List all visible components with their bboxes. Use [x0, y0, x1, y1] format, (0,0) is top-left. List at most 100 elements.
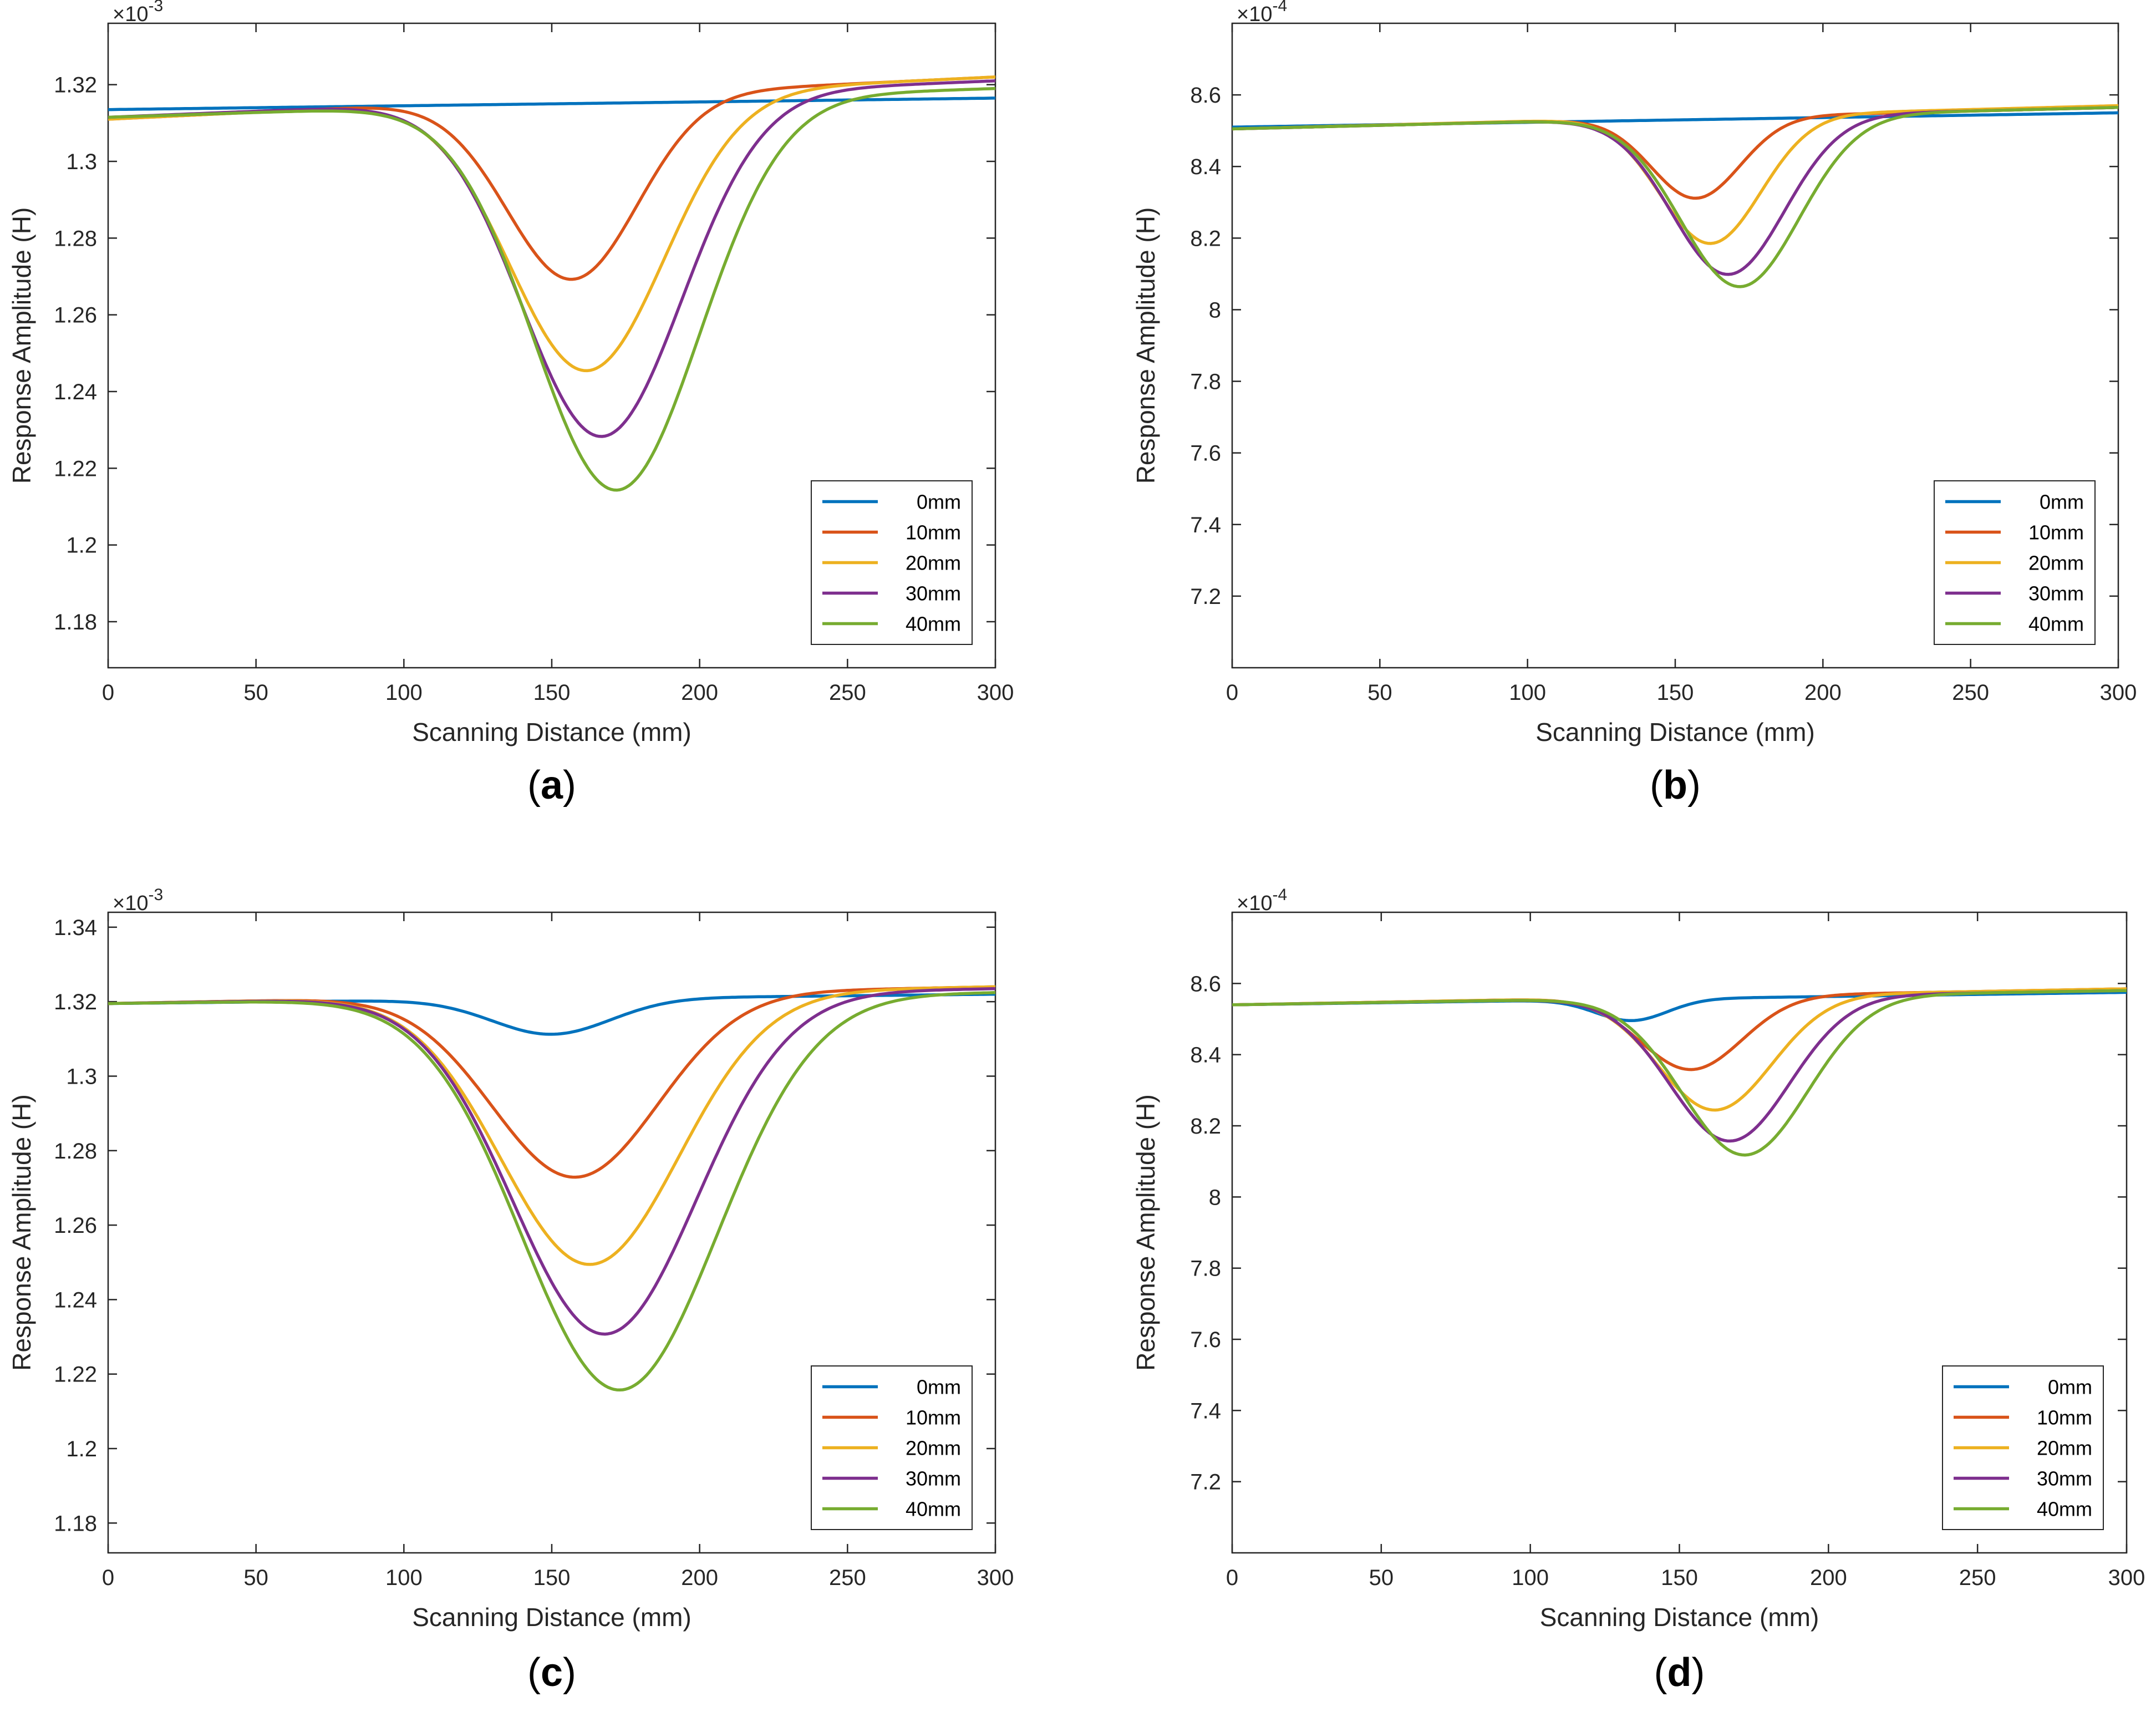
- y-tick-label: 8.6: [1190, 972, 1221, 996]
- caption-letter: a: [541, 763, 563, 807]
- y-axis-title: Response Amplitude (H): [7, 1094, 36, 1371]
- x-tick-label: 250: [1952, 680, 1989, 705]
- caption-open-paren: (: [527, 763, 541, 807]
- series-group: [1232, 987, 2127, 1157]
- legend-label: 20mm: [2037, 1437, 2092, 1460]
- legend-label: 0mm: [2040, 491, 2084, 514]
- x-tick-label: 50: [1367, 680, 1392, 705]
- legend: 0mm 10mm 20mm 30mm 40mm: [1942, 1365, 2104, 1530]
- x-tick-label: 200: [681, 1566, 718, 1590]
- y-tick-label: 7.8: [1190, 370, 1221, 394]
- caption-letter: c: [541, 1650, 563, 1695]
- y-tick-label: 8.4: [1190, 1043, 1221, 1068]
- x-tick-label: 0: [102, 1566, 114, 1590]
- legend-label: 30mm: [906, 1467, 961, 1490]
- x-tick-label: 300: [2100, 680, 2137, 705]
- y-tick-label: 1.2: [66, 534, 97, 558]
- y-tick-label: 7.2: [1190, 585, 1221, 609]
- y-tick-label: 1.32: [54, 73, 97, 98]
- panel-caption: (a): [527, 763, 576, 807]
- y-tick-label: 1.28: [54, 226, 97, 251]
- series-group: [108, 985, 995, 1392]
- caption-open-paren: (: [1654, 1650, 1667, 1695]
- y-tick-label: 7.6: [1190, 441, 1221, 466]
- x-tick-label: 300: [977, 680, 1014, 705]
- x-tick-label: 200: [1804, 680, 1842, 705]
- x-tick-label: 0: [1226, 1566, 1238, 1590]
- y-exponent-power: -3: [148, 886, 163, 904]
- legend-label: 10mm: [2037, 1406, 2092, 1429]
- y-tick-label: 1.3: [66, 1064, 97, 1089]
- x-tick-label: 300: [977, 1566, 1014, 1590]
- y-axis-title: Response Amplitude (H): [7, 207, 36, 484]
- x-tick-label: 250: [829, 680, 866, 705]
- x-tick-label: 150: [1661, 1566, 1698, 1590]
- chart-panel-c: 0 50 100 150 200 250 300 1.18 1.2 1.22 1.24 1.26 1.2…: [7, 886, 1014, 1695]
- series-group: [1232, 104, 2118, 288]
- legend-label: 30mm: [2037, 1467, 2092, 1490]
- y-tick-label: 8.2: [1190, 1114, 1221, 1139]
- legend-label: 0mm: [2048, 1376, 2092, 1399]
- x-tick-label: 100: [1512, 1566, 1549, 1590]
- y-exponent-base: ×10: [1237, 892, 1272, 915]
- x-axis-title: Scanning Distance (mm): [412, 1603, 691, 1632]
- chart-panel-a: 0 50 100 150 200 250 300 1.18 1.2 1.22 1.24 1.26 1.2…: [7, 0, 1014, 807]
- caption-letter: d: [1667, 1650, 1692, 1695]
- caption-close-paren: ): [563, 1650, 576, 1695]
- x-tick-label: 200: [681, 680, 718, 705]
- y-tick-label: 8.2: [1190, 226, 1221, 251]
- caption-letter: b: [1663, 763, 1687, 807]
- y-exponent-base: ×10: [113, 3, 148, 26]
- y-tick-label: 8.6: [1190, 83, 1221, 108]
- y-tick-label: 7.4: [1190, 1399, 1221, 1423]
- legend-label: 40mm: [2037, 1498, 2092, 1521]
- y-tick-label: 1.18: [54, 610, 97, 634]
- x-tick-label: 100: [1509, 680, 1546, 705]
- legend-label: 0mm: [917, 491, 961, 514]
- caption-close-paren: ): [563, 763, 576, 807]
- caption-close-paren: ): [1691, 1650, 1705, 1695]
- series-line-40mm: [108, 87, 995, 492]
- y-tick-label: 1.22: [54, 456, 97, 481]
- x-tick-label: 300: [2108, 1566, 2145, 1590]
- caption-close-paren: ): [1687, 763, 1701, 807]
- legend-label: 40mm: [2028, 613, 2084, 636]
- y-tick-label: 7.4: [1190, 513, 1221, 537]
- y-exponent-base: ×10: [113, 892, 148, 915]
- y-axis-title: Response Amplitude (H): [1131, 1094, 1160, 1371]
- y-exponent-label: ×10-4: [1237, 0, 1287, 26]
- x-axis-title: Scanning Distance (mm): [1535, 718, 1815, 746]
- panel-caption: (c): [527, 1650, 576, 1695]
- y-tick-label: 1.34: [54, 916, 97, 940]
- x-tick-label: 150: [1657, 680, 1694, 705]
- panel-caption: (d): [1654, 1650, 1705, 1695]
- y-exponent-label: ×10-3: [113, 0, 163, 26]
- series-group: [108, 75, 995, 492]
- y-tick-label: 7.8: [1190, 1257, 1221, 1281]
- legend-label: 40mm: [906, 613, 961, 636]
- x-axis-title: Scanning Distance (mm): [412, 718, 691, 746]
- legend: 0mm 10mm 20mm 30mm 40mm: [811, 1365, 973, 1530]
- y-tick-label: 8: [1209, 1185, 1221, 1210]
- y-exponent-power: -4: [1272, 0, 1287, 15]
- y-exponent-label: ×10-4: [1237, 886, 1287, 915]
- y-axis-title: Response Amplitude (H): [1131, 207, 1160, 484]
- x-tick-label: 200: [1810, 1566, 1847, 1590]
- legend: 0mm 10mm 20mm 30mm 40mm: [811, 480, 973, 645]
- y-tick-label: 1.3: [66, 150, 97, 174]
- y-tick-label: 8.4: [1190, 155, 1221, 179]
- y-exponent-power: -4: [1272, 886, 1287, 904]
- y-tick-label: 8: [1209, 298, 1221, 322]
- series-line-40mm: [1232, 989, 2127, 1157]
- y-tick-label: 1.24: [54, 380, 97, 404]
- y-exponent-power: -3: [148, 0, 163, 15]
- panel-caption: (b): [1650, 763, 1701, 807]
- legend-label: 30mm: [2028, 582, 2084, 605]
- x-tick-label: 250: [829, 1566, 866, 1590]
- x-tick-label: 50: [243, 680, 268, 705]
- legend-label: 10mm: [906, 1406, 961, 1429]
- y-tick-label: 7.6: [1190, 1328, 1221, 1352]
- y-tick-label: 1.18: [54, 1511, 97, 1536]
- x-tick-label: 100: [385, 1566, 423, 1590]
